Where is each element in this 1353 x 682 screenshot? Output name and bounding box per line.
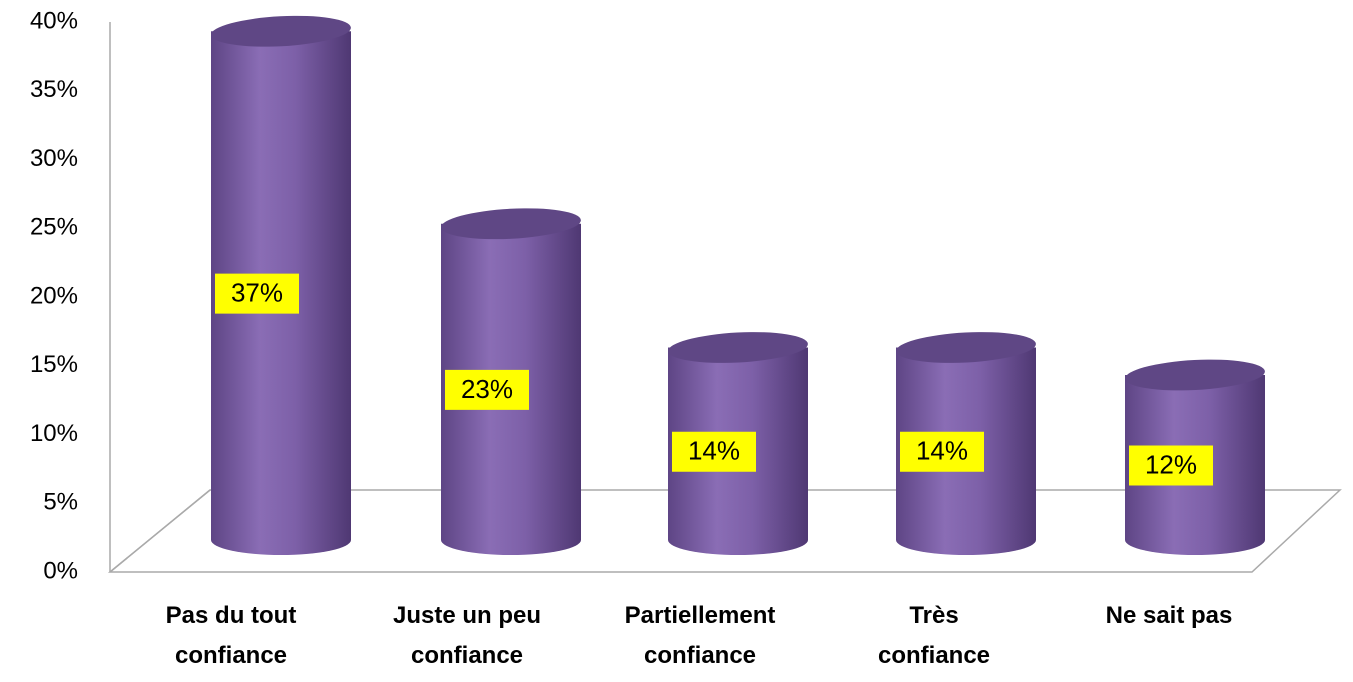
y-tick-label: 25% — [30, 214, 78, 241]
value-label-box — [900, 431, 984, 472]
value-label-box — [445, 369, 529, 410]
value-label: 23% — [461, 374, 513, 404]
value-label-box — [1129, 445, 1213, 486]
value-label: 14% — [916, 436, 968, 466]
y-tick-label: 0% — [43, 557, 78, 584]
x-tick-label: Très confiance — [877, 602, 991, 669]
bar-top — [1125, 359, 1265, 391]
bar-top — [441, 208, 581, 240]
x-tick-label: Pas du tout confiance — [165, 602, 297, 669]
y-tick-label: 10% — [30, 420, 78, 447]
x-tick-label: Partiellement confiance — [624, 602, 776, 669]
y-tick-label: 15% — [30, 351, 78, 378]
value-label-box — [672, 431, 756, 472]
y-tick-label: 20% — [30, 282, 78, 309]
bar-top — [896, 332, 1036, 363]
value-label: 12% — [1145, 449, 1197, 479]
bar-top — [211, 15, 351, 47]
bar-top — [668, 332, 808, 363]
x-tick-label: Juste un peu confiance — [392, 602, 542, 669]
y-tick-label: 40% — [30, 7, 78, 34]
value-label: 37% — [231, 278, 283, 308]
value-label-box — [215, 273, 299, 314]
value-label: 14% — [688, 436, 740, 466]
y-tick-label: 35% — [30, 76, 78, 103]
floor-edge — [109, 489, 211, 573]
y-tick-label: 30% — [30, 145, 78, 172]
y-tick-label: 5% — [43, 489, 78, 516]
x-tick-label: Ne sait pas — [1105, 602, 1233, 629]
